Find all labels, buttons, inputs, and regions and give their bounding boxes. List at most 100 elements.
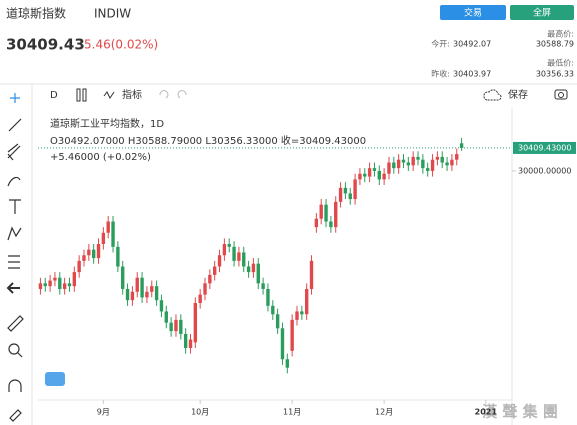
watermark: 漢 聲 集 團 — [482, 403, 558, 421]
candle-body — [353, 179, 357, 200]
legend-ohlc: O30492.07000 H30588.79000 L30356.33000 收… — [50, 134, 366, 147]
indicators[interactable]: 指标 — [122, 88, 142, 101]
stat-value: 30492.07 — [453, 40, 491, 49]
candle-body — [135, 277, 139, 292]
legend-name: 道琼斯工业平均指数，1D — [50, 117, 164, 130]
candle-body — [363, 173, 367, 177]
candle-body — [367, 168, 372, 177]
candle-body — [150, 286, 154, 292]
candle-body — [154, 286, 159, 301]
toolbar-icons[interactable] — [76, 88, 568, 102]
candle-body — [208, 274, 212, 284]
candle-body — [411, 156, 415, 166]
candle-body — [101, 232, 106, 245]
stat-value: 30403.97 — [453, 70, 491, 79]
candle-body — [232, 246, 236, 261]
candle-body — [53, 277, 57, 281]
price-tag-label: 30409.43000 — [518, 143, 571, 152]
candle-body — [106, 221, 110, 233]
stat-value: 30588.79 — [536, 40, 574, 49]
candle-body — [48, 280, 52, 287]
title: 道琼斯指数 — [6, 6, 66, 21]
candle-body — [280, 328, 285, 360]
candle-body — [426, 168, 430, 171]
stat-value: 30356.33 — [536, 70, 574, 79]
fullscreen-label[interactable]: 全屏 — [533, 7, 551, 19]
logo[interactable] — [45, 372, 65, 386]
candle-body — [217, 255, 222, 267]
code: INDIW — [94, 7, 131, 21]
legend-change: +5.46000 (+0.02%) — [50, 152, 151, 163]
candle-body — [67, 283, 72, 287]
x-tick-label: 2021 — [475, 408, 498, 417]
candle-body — [242, 252, 246, 267]
candle-body — [222, 244, 227, 256]
candle-body — [193, 303, 198, 343]
trade-label[interactable]: 交易 — [464, 7, 482, 19]
candle-body — [87, 249, 91, 256]
candle-body — [314, 218, 319, 228]
x-tick-label: 11月 — [283, 408, 301, 417]
stat-label: 昨收: — [431, 69, 450, 79]
candle-body — [372, 168, 377, 171]
candle-body — [309, 260, 314, 289]
candle-body — [285, 359, 290, 368]
save[interactable]: 保存 — [508, 88, 528, 101]
candle-body — [329, 221, 333, 228]
candle-body — [179, 319, 183, 334]
interval[interactable]: D — [50, 90, 58, 101]
candle-body — [290, 319, 294, 351]
candle-body — [440, 156, 444, 163]
candle-body — [159, 300, 164, 312]
price-tag — [513, 141, 576, 154]
candle-body — [77, 260, 81, 273]
candle-body — [459, 143, 464, 148]
candle-body — [406, 162, 411, 166]
candle-body — [145, 291, 149, 298]
stat-label: 今开: — [431, 39, 450, 49]
fullscreen-button[interactable] — [510, 5, 574, 20]
candle-body — [338, 187, 343, 202]
candle-body — [183, 333, 188, 348]
candle-body — [396, 159, 401, 169]
candle-body — [377, 170, 381, 180]
candle-body — [246, 266, 251, 273]
candle-body — [256, 263, 260, 284]
candle-body — [91, 249, 96, 259]
candle-body — [111, 221, 115, 247]
candle-body — [62, 283, 67, 289]
candle-body — [72, 272, 77, 287]
candle-body — [324, 204, 328, 222]
candle-body — [169, 322, 173, 332]
stat-label: 最低价: — [547, 58, 574, 68]
drawing-tools[interactable] — [6, 93, 24, 422]
candle-body — [261, 283, 265, 289]
candle-body — [435, 156, 440, 160]
candle-body — [421, 159, 425, 169]
candle-body — [450, 159, 454, 166]
candle-body — [203, 283, 207, 295]
candle-body — [130, 291, 135, 301]
candle-body — [38, 283, 43, 289]
candle-body — [227, 244, 231, 247]
candle-body — [300, 311, 304, 315]
candle-body — [164, 311, 168, 323]
candle-body — [174, 319, 178, 332]
candle-body — [334, 201, 338, 228]
candle-body — [82, 255, 86, 261]
price: 30409.43 — [6, 36, 85, 54]
candle-body — [266, 288, 270, 306]
x-tick-label: 10月 — [191, 408, 209, 417]
candle-body — [237, 252, 241, 261]
candle-body — [271, 305, 275, 315]
candle-body — [43, 283, 47, 287]
candle-body — [401, 159, 406, 163]
x-tick-label: 9月 — [97, 408, 110, 417]
trade-button[interactable] — [440, 5, 506, 20]
candle-body — [251, 263, 256, 273]
candle-body — [125, 288, 130, 301]
candle-body — [116, 246, 120, 267]
candle-body — [387, 162, 391, 174]
